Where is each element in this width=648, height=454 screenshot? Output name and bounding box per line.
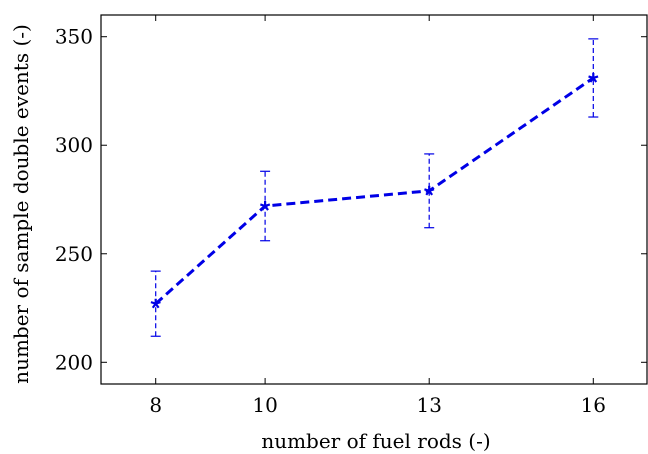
data-point xyxy=(150,298,161,309)
plot-frame xyxy=(100,14,648,385)
plot-area: 8 10 13 16 200 250 300 350 xyxy=(55,14,648,417)
x-tick-label: 8 xyxy=(149,393,162,417)
y-axis-label: number of sample double events (-) xyxy=(9,24,33,384)
x-axis-label: number of fuel rods (-) xyxy=(261,429,490,453)
y-tick-label: 250 xyxy=(55,242,93,266)
x-tick-label: 13 xyxy=(416,393,441,417)
x-tick-label: 16 xyxy=(581,393,606,417)
data-point xyxy=(260,201,271,211)
x-tick-label: 10 xyxy=(252,393,277,417)
series-line xyxy=(154,76,595,305)
y-tick-label: 350 xyxy=(55,25,93,49)
y-tick-label: 300 xyxy=(55,133,93,157)
data-point xyxy=(588,72,599,83)
y-tick-label: 200 xyxy=(55,350,93,374)
data-point xyxy=(424,185,435,196)
